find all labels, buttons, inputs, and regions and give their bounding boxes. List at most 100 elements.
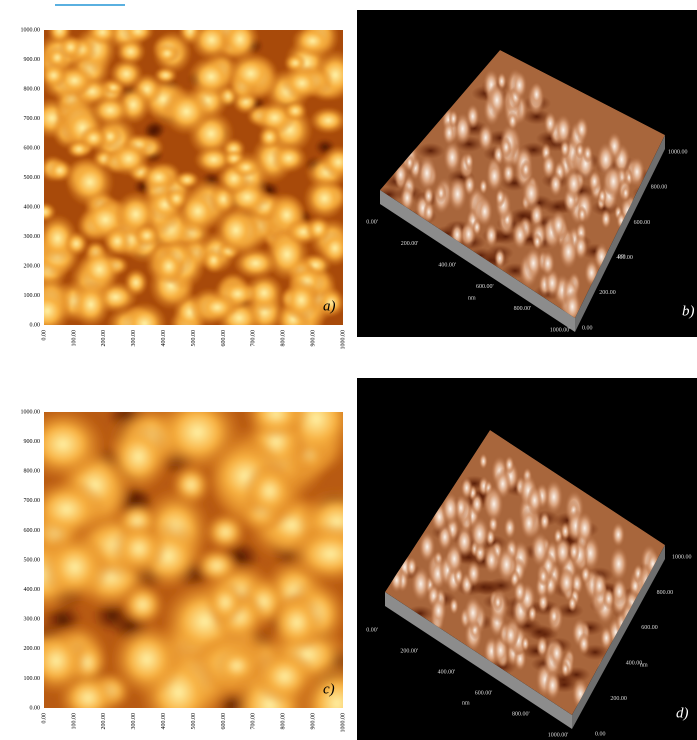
grain: [305, 215, 331, 243]
x-tick-label: 800.00: [281, 330, 287, 347]
peak: [463, 152, 474, 171]
front-tick-label: 1000.00': [548, 732, 569, 738]
grains: [44, 412, 343, 708]
grain: [193, 546, 241, 585]
peak: [503, 516, 517, 540]
peak: [521, 175, 541, 211]
peak: [549, 639, 565, 668]
x-tick-label: 700.00: [251, 713, 257, 730]
front-tick-label: 200.00': [400, 648, 418, 654]
peak: [476, 196, 493, 227]
x-tick-label: 300.00: [131, 713, 137, 730]
grain: [119, 582, 166, 628]
side-tick-label: 200.00: [610, 696, 627, 702]
peak: [548, 171, 563, 197]
peak: [520, 159, 532, 180]
x-tick-label: 0.00: [41, 713, 47, 724]
side-tick-label: 400.00: [616, 255, 633, 261]
y-tick-label: 0.00: [30, 705, 41, 711]
grain: [231, 157, 261, 178]
peak: [470, 516, 490, 552]
peak: [460, 476, 473, 500]
grain: [79, 125, 108, 151]
grain: [44, 625, 89, 696]
peak: [466, 560, 481, 587]
peak: [417, 155, 437, 192]
front-tick-label: 200.00': [401, 241, 419, 247]
peak: [521, 635, 530, 652]
grain: [242, 461, 297, 521]
valley: [522, 108, 551, 125]
peak: [512, 220, 528, 250]
peak: [484, 486, 504, 522]
grain: [110, 521, 167, 576]
peak: [568, 541, 580, 563]
grain: [204, 512, 247, 552]
side-tick-label: 200.00: [599, 290, 616, 296]
y-tick-label: 500.00: [24, 557, 41, 563]
y-tick-label: 300.00: [24, 234, 41, 240]
peak: [435, 183, 447, 204]
side-face: [385, 592, 572, 729]
peak: [447, 176, 468, 212]
y-tick-label: 100.00: [24, 676, 41, 682]
grain: [252, 647, 318, 706]
peak: [532, 232, 543, 251]
front-unit: nm: [468, 295, 476, 301]
grain: [257, 124, 282, 150]
front-tick-label: 600.00': [475, 690, 493, 696]
grain: [109, 58, 144, 90]
grain: [213, 645, 261, 686]
peak: [628, 156, 646, 188]
x-tick-label: 800.00: [281, 713, 287, 730]
peak: [611, 577, 627, 606]
x-tick-label: 200.00: [101, 713, 107, 730]
panel-label: a): [323, 298, 336, 314]
x-tick-label: 0.00: [41, 330, 47, 341]
peak: [513, 579, 527, 605]
front-tick-label: 400.00': [438, 263, 456, 269]
grain: [174, 170, 200, 189]
grain: [226, 51, 276, 96]
y-tick-label: 800.00: [24, 86, 41, 92]
grain: [268, 591, 325, 654]
x-tick-label: 700.00: [251, 330, 257, 347]
side-tick-label: 0.00: [582, 325, 593, 331]
peak: [477, 123, 494, 152]
peak: [470, 492, 484, 516]
peak: [582, 144, 593, 164]
x-tick-label: 100.00: [71, 330, 77, 347]
grain: [282, 278, 321, 322]
panel-label: d): [676, 705, 689, 721]
peak: [611, 522, 626, 548]
front-tick-label: 600.00': [476, 284, 494, 290]
side-face: [575, 135, 665, 332]
peak: [453, 112, 472, 146]
x-tick-label: 1000.00: [340, 713, 346, 733]
y-tick-label: 900.00: [24, 57, 41, 63]
peak: [621, 184, 631, 202]
peak: [405, 154, 415, 172]
y-tick-label: 200.00: [24, 646, 41, 652]
side-tick-label: 1000.00: [668, 149, 688, 155]
y-tick-label: 1000.00: [21, 409, 41, 415]
grain: [65, 156, 115, 208]
front-unit: nm: [462, 700, 470, 706]
side-tick-label: 600.00: [641, 625, 658, 631]
peak: [609, 546, 629, 582]
peak: [492, 593, 503, 612]
grain: [123, 268, 149, 297]
x-tick-label: 500.00: [191, 330, 197, 347]
grain: [270, 143, 308, 174]
grain: [309, 106, 343, 135]
x-tick-label: 400.00: [161, 713, 167, 730]
grain: [44, 477, 108, 542]
peak: [507, 111, 518, 131]
grain: [283, 100, 308, 122]
peak: [423, 201, 435, 223]
side-face: [572, 545, 665, 729]
y-tick-label: 600.00: [24, 145, 41, 151]
peak: [504, 455, 515, 475]
grain: [71, 280, 111, 325]
peak: [500, 136, 512, 158]
